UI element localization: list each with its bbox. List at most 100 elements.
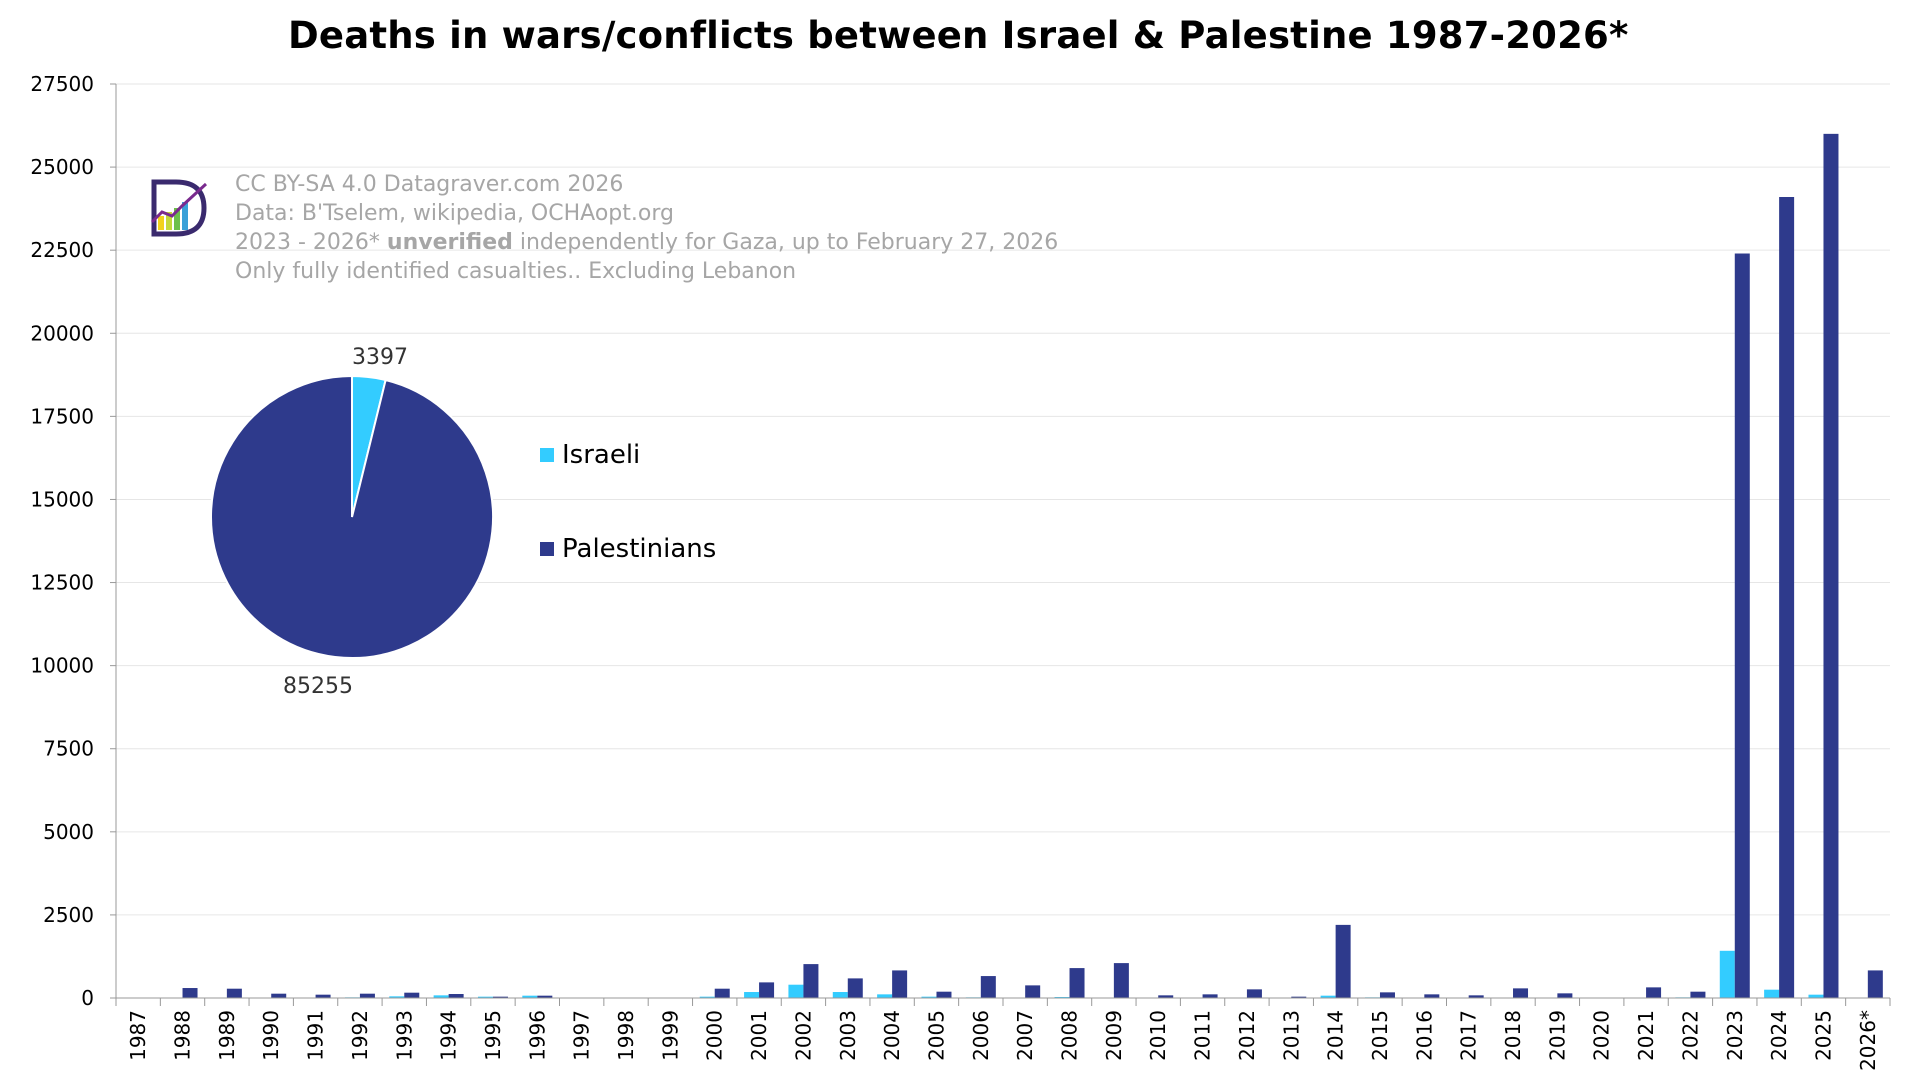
x-tick-label: 2009 [1102, 1010, 1126, 1061]
bar-israeli [877, 994, 893, 998]
x-tick-label: 2014 [1324, 1010, 1348, 1061]
bar-palestinians [271, 993, 287, 998]
bar-palestinians [1734, 253, 1750, 999]
y-tick-label: 25000 [30, 155, 94, 179]
bar-israeli [699, 996, 715, 998]
legend-swatch-palestinians [540, 542, 554, 556]
x-tick-label: 2026* [1856, 1010, 1880, 1071]
x-tick-label: 1993 [392, 1010, 416, 1061]
pie-label-israeli: 3397 [352, 345, 408, 370]
credits-line-4: Only fully identified casualties.. Exclu… [235, 259, 797, 284]
y-tick-label: 27500 [30, 72, 94, 96]
bar-israeli [389, 996, 405, 998]
credits-line-3-post: independently for Gaza, up to February 2… [512, 230, 1059, 255]
x-tick-label: 2002 [791, 1010, 815, 1061]
x-tick-label: 2005 [924, 1010, 948, 1061]
bar-palestinians [182, 988, 198, 998]
x-tick-label: 2023 [1723, 1010, 1747, 1061]
x-tick-label: 2015 [1368, 1010, 1392, 1061]
pie-chart: 3397 85255 [210, 345, 494, 699]
y-tick-label: 7500 [43, 737, 94, 761]
x-tick-label: 2008 [1058, 1010, 1082, 1061]
bar-palestinians [1823, 133, 1839, 998]
y-tick-label: 5000 [43, 820, 94, 844]
bar-palestinians [803, 964, 819, 998]
x-tick-label: 2022 [1678, 1010, 1702, 1061]
x-tick-label: 2000 [703, 1010, 727, 1061]
bar-palestinians [226, 988, 242, 998]
chart-title: Deaths in wars/conflicts between Israel … [288, 14, 1629, 57]
x-tick-label: 2017 [1457, 1010, 1481, 1061]
bar-palestinians [1690, 991, 1706, 998]
x-tick-label: 1989 [215, 1010, 239, 1061]
x-tick-label: 2004 [880, 1010, 904, 1061]
bar-palestinians [1779, 197, 1795, 998]
x-tick-label: 2024 [1767, 1010, 1791, 1061]
bar-palestinians [1646, 987, 1662, 998]
credits-line-3: 2023 - 2026* unverified independently fo… [235, 228, 1058, 257]
bar-palestinians [759, 982, 775, 998]
bar-palestinians [1246, 989, 1262, 998]
credits-line-2: Data: B'Tselem, wikipedia, OCHAopt.org [235, 201, 674, 226]
bar-palestinians [492, 996, 508, 998]
pie-label-palestinians: 85255 [283, 674, 353, 699]
bar-palestinians [1557, 993, 1573, 998]
x-tick-label: 2021 [1634, 1010, 1658, 1061]
credits-block: CC BY-SA 4.0 Datagraver.com 2026 Data: B… [235, 170, 1058, 286]
x-tick-label: 1990 [259, 1010, 283, 1061]
bar-israeli [1808, 994, 1824, 998]
y-tick-label: 15000 [30, 487, 94, 511]
bar-israeli [433, 995, 449, 998]
x-tick-label: 1999 [658, 1010, 682, 1061]
bar-palestinians [1069, 968, 1085, 998]
bar-palestinians [1202, 994, 1218, 998]
credits-line-3-pre: 2023 - 2026* [235, 230, 387, 255]
credits-unverified: unverified [386, 230, 513, 255]
credits-line-1: CC BY-SA 4.0 Datagraver.com 2026 [235, 172, 624, 197]
x-tick-label: 2018 [1501, 1010, 1525, 1061]
x-tick-label: 1995 [481, 1010, 505, 1061]
x-tick-label: 2019 [1545, 1010, 1569, 1061]
bar-palestinians [1291, 996, 1307, 998]
x-tick-label: 2013 [1279, 1010, 1303, 1061]
bar-israeli [1764, 989, 1780, 998]
legend-label-israeli: Israeli [562, 440, 641, 470]
x-tick-label: 2007 [1013, 1010, 1037, 1061]
bar-palestinians [1335, 924, 1351, 998]
bar-israeli [788, 984, 804, 998]
x-tick-label: 2003 [836, 1010, 860, 1061]
y-tick-label: 2500 [43, 903, 94, 927]
legend: Israeli Palestinians [540, 440, 716, 564]
bars [167, 133, 1883, 999]
bar-palestinians [315, 994, 331, 998]
bar-palestinians [892, 970, 908, 998]
bar-palestinians [359, 993, 375, 998]
bar-palestinians [847, 978, 863, 998]
legend-item-palestinians: Palestinians [540, 534, 716, 564]
x-tick-label: 2016 [1412, 1010, 1436, 1061]
bar-palestinians [1158, 995, 1174, 998]
x-tick-label: 1996 [525, 1010, 549, 1061]
y-tick-label: 10000 [30, 654, 94, 678]
x-tick-label: 1992 [348, 1010, 372, 1061]
datagraver-logo [150, 179, 208, 237]
bar-palestinians [936, 991, 952, 998]
x-tick-label: 2006 [969, 1010, 993, 1061]
x-tick-label: 2025 [1811, 1010, 1835, 1061]
x-tick-label: 1994 [437, 1010, 461, 1061]
bar-israeli [1719, 950, 1735, 998]
bar-israeli [832, 992, 848, 998]
legend-item-israeli: Israeli [540, 440, 716, 470]
x-tick-label: 1987 [126, 1010, 150, 1061]
x-tick-label: 1997 [570, 1010, 594, 1061]
y-tick-label: 17500 [30, 404, 94, 428]
bar-palestinians [1025, 985, 1041, 998]
bar-palestinians [714, 988, 730, 998]
x-tick-label: 2012 [1235, 1010, 1259, 1061]
x-tick-label: 1988 [171, 1010, 195, 1061]
y-tick-label: 22500 [30, 238, 94, 262]
y-tick-label: 0 [81, 986, 94, 1010]
bar-palestinians [980, 976, 996, 998]
bar-israeli [744, 992, 760, 998]
